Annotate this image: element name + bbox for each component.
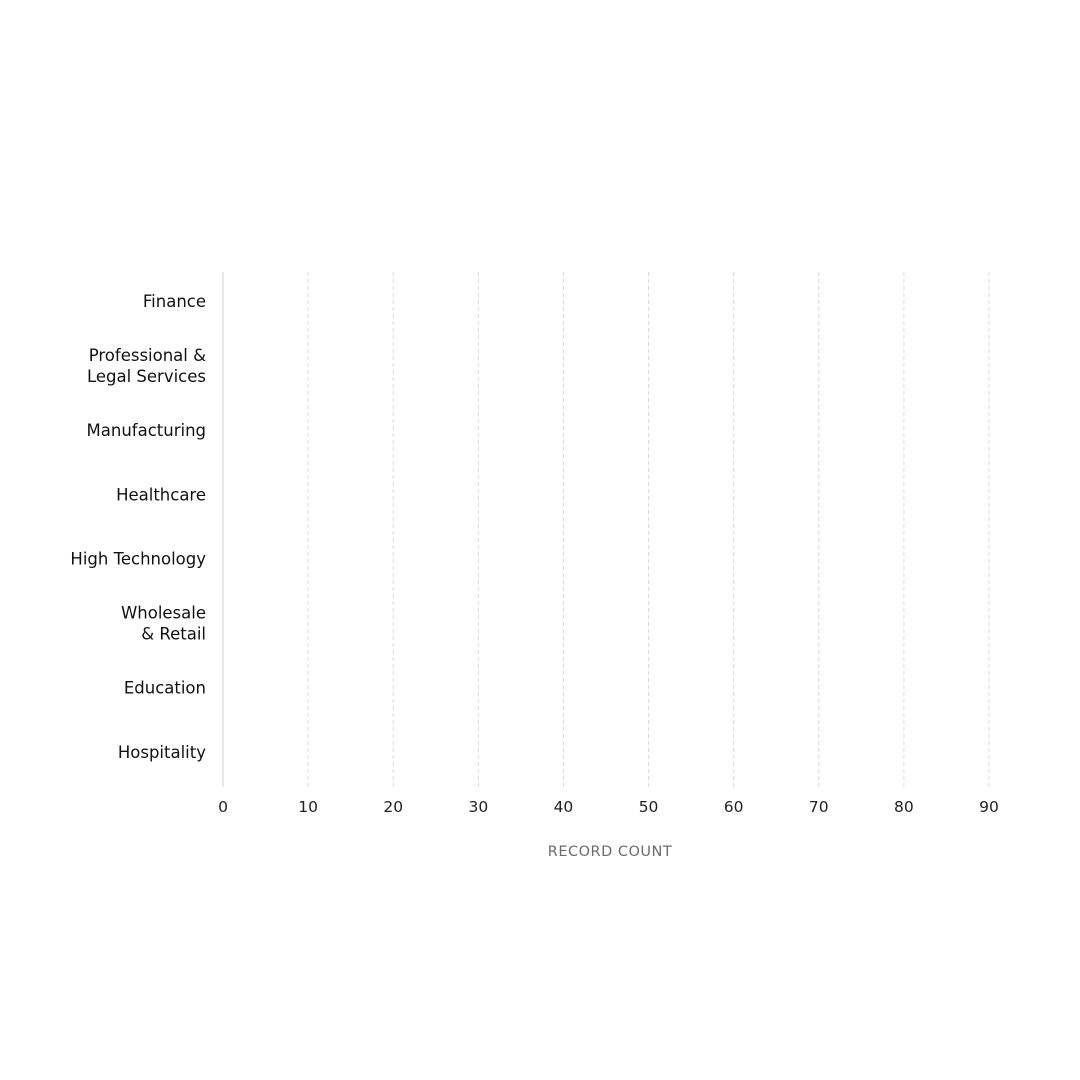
x-tick-label: 80 <box>894 798 914 816</box>
category-label-line: Legal Services <box>87 367 206 386</box>
y-category-label: High Technology <box>70 550 206 569</box>
y-category-label: Finance <box>143 292 206 311</box>
category-label-line: & Retail <box>141 625 206 644</box>
category-label-line: Hospitality <box>118 743 206 762</box>
x-tick-label: 30 <box>468 798 488 816</box>
category-label-line: Education <box>124 678 206 697</box>
x-axis-title: RECORD COUNT <box>548 844 672 860</box>
x-tick-label: 50 <box>639 798 659 816</box>
category-label-line: High Technology <box>70 550 206 569</box>
x-tick-label: 0 <box>218 798 228 816</box>
category-label-line: Wholesale <box>121 604 206 623</box>
y-category-label: Hospitality <box>118 743 206 762</box>
y-category-label: Professional & Legal Services <box>87 346 206 386</box>
category-label-line: Professional & <box>89 346 206 365</box>
y-category-label: Manufacturing <box>87 421 206 440</box>
category-label-line: Finance <box>143 292 206 311</box>
x-tick-label: 20 <box>383 798 403 816</box>
category-label-line: Manufacturing <box>87 421 206 440</box>
y-category-label: Education <box>124 678 206 697</box>
x-tick-label: 60 <box>724 798 744 816</box>
x-tick-label: 90 <box>979 798 999 816</box>
x-tick-label: 10 <box>298 798 318 816</box>
y-category-label: Wholesale & Retail <box>121 604 206 644</box>
x-tick-label: 40 <box>554 798 574 816</box>
category-label-line: Healthcare <box>116 485 206 504</box>
x-tick-label: 70 <box>809 798 829 816</box>
y-category-label: Healthcare <box>116 485 206 504</box>
